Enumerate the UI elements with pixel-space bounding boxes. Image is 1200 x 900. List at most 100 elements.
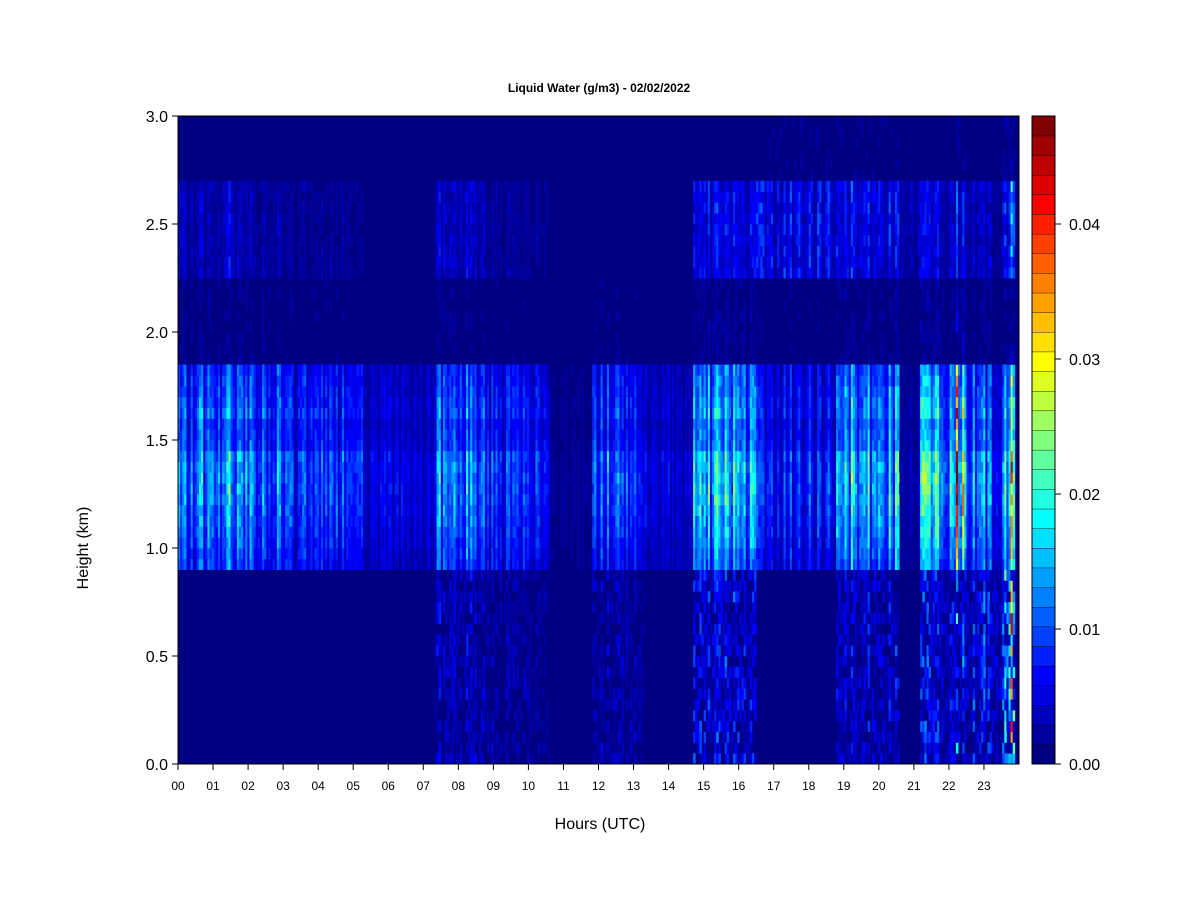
heatmap-cell — [230, 396, 234, 408]
heatmap-cell — [291, 548, 295, 560]
heatmap-cell — [312, 364, 316, 376]
heatmap-cell — [226, 494, 229, 506]
heatmap-cell — [413, 472, 416, 484]
heatmap-cell — [363, 418, 366, 430]
heatmap-cell — [455, 418, 459, 430]
heatmap-cell — [238, 548, 242, 560]
heatmap-cell — [281, 548, 284, 560]
heatmap-cell — [348, 450, 351, 462]
heatmap-cell — [255, 483, 259, 495]
heatmap-cell — [445, 450, 448, 462]
heatmap-cell — [325, 364, 328, 376]
heatmap-cell — [436, 591, 440, 603]
heatmap-cell — [346, 472, 349, 484]
heatmap-cell — [375, 440, 379, 452]
heatmap-cell — [499, 180, 503, 192]
heatmap-cell — [251, 407, 255, 419]
heatmap-cell — [346, 375, 349, 387]
heatmap-cell — [459, 720, 463, 732]
heatmap-cell — [497, 407, 501, 419]
heatmap-cell — [545, 699, 549, 711]
heatmap-cell — [466, 742, 469, 754]
heatmap-cell — [293, 461, 297, 473]
heatmap-cell — [386, 429, 389, 441]
heatmap-cell — [314, 375, 318, 387]
heatmap-cell — [289, 472, 292, 484]
heatmap-cell — [342, 245, 345, 257]
heatmap-cell — [373, 558, 377, 570]
heatmap-cell — [312, 440, 316, 452]
heatmap-cell — [314, 407, 318, 419]
heatmap-cell — [276, 396, 280, 408]
heatmap-cell — [241, 234, 244, 246]
heatmap-cell — [480, 612, 484, 624]
heatmap-cell — [415, 396, 419, 408]
heatmap-cell — [335, 256, 339, 268]
heatmap-cell — [262, 224, 265, 236]
heatmap-cell — [449, 364, 452, 376]
heatmap-cell — [564, 494, 568, 506]
heatmap-cell — [363, 396, 366, 408]
heatmap-cell — [285, 515, 288, 527]
heatmap-cell — [487, 364, 490, 376]
heatmap-cell — [285, 504, 288, 516]
heatmap-cell — [339, 461, 343, 473]
heatmap-cell — [484, 602, 488, 614]
heatmap-cell — [207, 494, 210, 506]
heatmap-cell — [451, 321, 454, 333]
heatmap-cell — [421, 483, 425, 495]
heatmap-cell — [230, 548, 234, 560]
heatmap-cell — [468, 375, 471, 387]
heatmap-cell — [455, 526, 459, 538]
heatmap-cell — [459, 515, 463, 527]
heatmap-cell — [518, 267, 522, 279]
heatmap-cell — [243, 429, 246, 441]
heatmap-cell — [253, 180, 257, 192]
heatmap-cell — [270, 461, 274, 473]
heatmap-cell — [491, 353, 494, 365]
heatmap-cell — [260, 537, 263, 549]
heatmap-cell — [268, 440, 271, 452]
heatmap-cell — [560, 429, 564, 441]
heatmap-cell — [323, 418, 326, 430]
heatmap-cell — [241, 245, 244, 257]
heatmap-cell — [375, 396, 379, 408]
heatmap-cell — [325, 386, 328, 398]
heatmap-cell — [232, 558, 236, 570]
heatmap-cell — [363, 440, 366, 452]
heatmap-cell — [278, 267, 282, 279]
heatmap-cell — [482, 666, 486, 678]
heatmap-cell — [398, 429, 402, 441]
heatmap-cell — [379, 450, 383, 462]
heatmap-cell — [297, 472, 301, 484]
heatmap-cell — [487, 548, 490, 560]
heatmap-cell — [274, 364, 278, 376]
heatmap-cell — [360, 267, 364, 279]
heatmap-cell — [238, 450, 242, 462]
heatmap-cell — [360, 364, 364, 376]
heatmap-cell — [476, 634, 480, 646]
heatmap-cell — [430, 483, 433, 495]
heatmap-cell — [474, 526, 477, 538]
heatmap-cell — [436, 699, 440, 711]
heatmap-cell — [489, 386, 492, 398]
heatmap-cell — [199, 515, 202, 527]
heatmap-cell — [213, 234, 217, 246]
heatmap-cell — [318, 213, 322, 225]
heatmap-cell — [260, 494, 263, 506]
heatmap-cell — [234, 180, 238, 192]
heatmap-cell — [508, 234, 511, 246]
heatmap-cell — [344, 537, 347, 549]
heatmap-cell — [278, 224, 282, 236]
heatmap-cell — [442, 602, 446, 614]
heatmap-cell — [423, 483, 427, 495]
heatmap-cell — [314, 256, 318, 268]
heatmap-cell — [466, 234, 469, 246]
heatmap-cell — [180, 267, 183, 279]
heatmap-cell — [447, 591, 450, 603]
heatmap-cell — [314, 418, 318, 430]
heatmap-cell — [226, 278, 229, 290]
heatmap-cell — [203, 548, 206, 560]
heatmap-cell — [470, 364, 473, 376]
heatmap-cell — [320, 418, 324, 430]
